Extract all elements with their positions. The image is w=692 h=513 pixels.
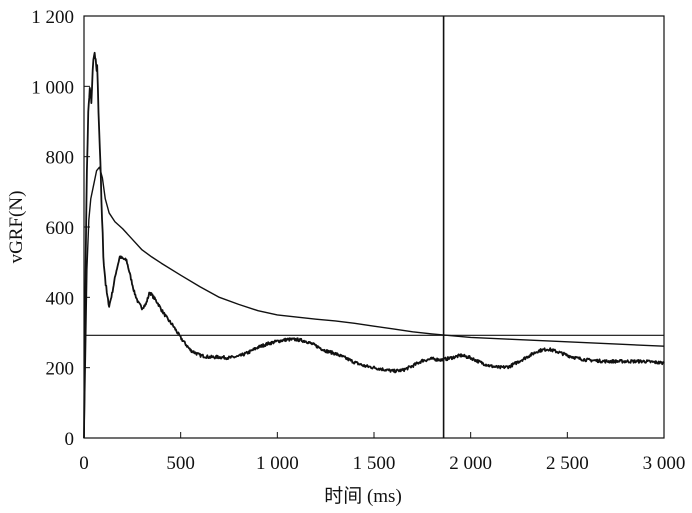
x-tick-label: 2 500	[546, 453, 589, 474]
y-tick-label: 1 200	[31, 7, 74, 28]
x-tick-label: 1 000	[256, 453, 299, 474]
y-tick-label: 200	[46, 359, 75, 380]
plot-frame	[83, 15, 665, 439]
y-tick-label: 0	[65, 429, 75, 450]
y-axis: 0 200 400 600 800 1 000 1 200	[31, 7, 90, 450]
x-tick-label: 0	[79, 453, 89, 474]
x-tick-label: 3 000	[643, 453, 686, 474]
series-layer	[83, 51, 665, 439]
reference-lines	[84, 16, 664, 438]
y-axis-label: vGRF(N)	[6, 191, 27, 264]
x-tick-label: 500	[166, 453, 195, 474]
y-tick-label: 1 000	[31, 77, 74, 98]
y-tick-label: 800	[46, 148, 75, 169]
y-tick-label: 400	[46, 288, 75, 309]
series-line-smooth	[83, 166, 665, 439]
series-line-noisy	[83, 51, 665, 439]
x-axis: 0 500 1 000 1 500 2 000 2 500 3 000	[79, 432, 685, 474]
x-tick-label: 2 000	[449, 453, 492, 474]
y-tick-label: 600	[46, 218, 75, 239]
x-tick-label: 1 500	[353, 453, 396, 474]
x-axis-label: 时间 (ms)	[324, 485, 402, 507]
